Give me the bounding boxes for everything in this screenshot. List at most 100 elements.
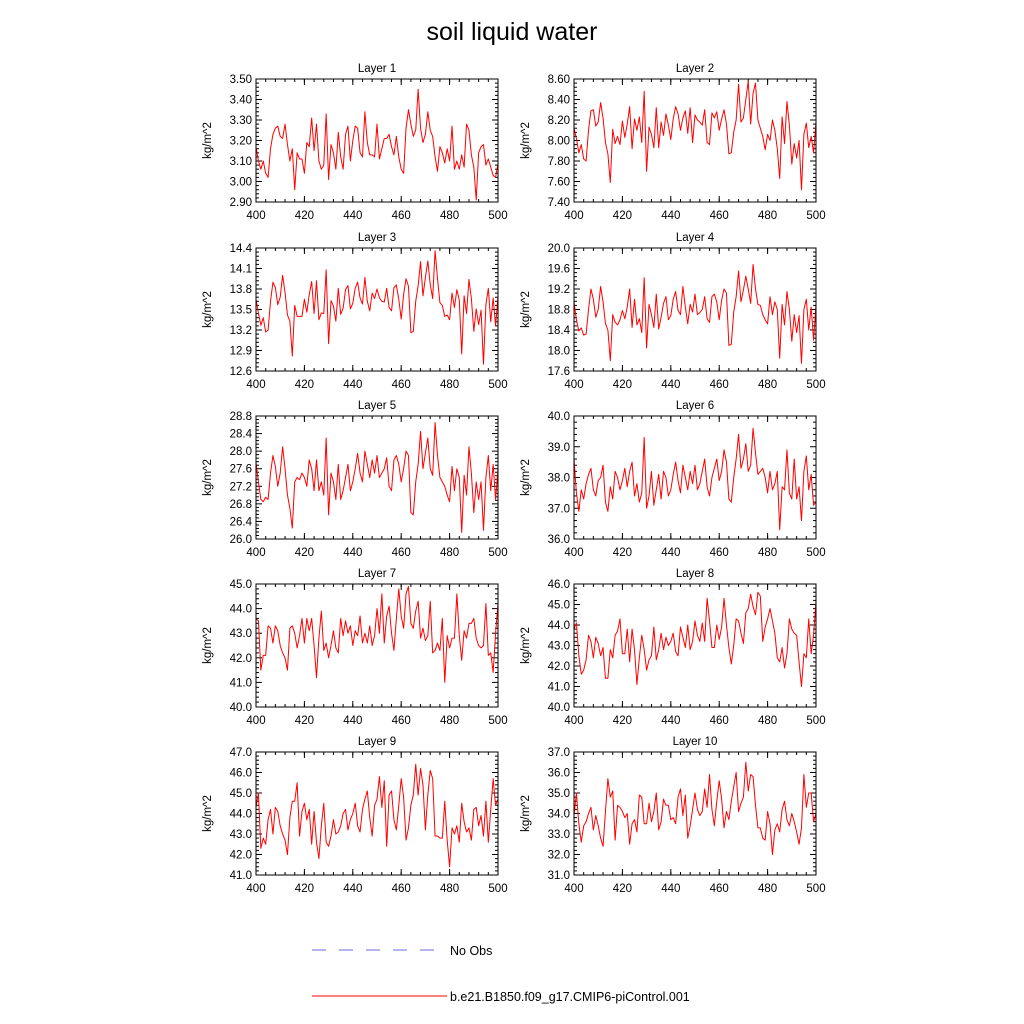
x-tick-label: 400 bbox=[564, 547, 583, 559]
y-tick-label: 7.80 bbox=[548, 156, 570, 168]
y-tick-label: 43.0 bbox=[230, 628, 252, 640]
y-tick-label: 3.10 bbox=[230, 156, 252, 168]
x-tick-label: 420 bbox=[613, 210, 632, 222]
panel-3: Layer 3 kg/m^2 400 420 440 460 480 500 12.6 12.9 1… bbox=[202, 232, 508, 391]
x-tick-label: 440 bbox=[343, 715, 362, 727]
y-tick-label: 40.0 bbox=[230, 702, 252, 714]
x-tick-label: 420 bbox=[613, 715, 632, 727]
y-tick-label: 7.40 bbox=[548, 197, 570, 209]
y-axis-label: kg/m^2 bbox=[202, 459, 214, 496]
panel-title: Layer 1 bbox=[358, 63, 396, 75]
x-tick-label: 460 bbox=[710, 379, 729, 391]
y-tick-label: 26.0 bbox=[230, 534, 252, 546]
y-tick-label: 42.0 bbox=[548, 661, 570, 673]
panels: Layer 1 kg/m^2 400 420 440 460 480 500 2.90 3.00 3… bbox=[202, 63, 826, 895]
x-tick-label: 420 bbox=[295, 210, 314, 222]
panel-10: Layer 10 kg/m^2 400 420 440 460 480 500 31.0 32.0… bbox=[520, 736, 826, 895]
y-tick-label: 19.2 bbox=[548, 284, 570, 296]
plot-frame bbox=[573, 751, 817, 876]
series-line bbox=[255, 250, 499, 365]
y-axis-label: kg/m^2 bbox=[202, 627, 214, 664]
y-axis-label: kg/m^2 bbox=[202, 291, 214, 328]
panel-2: Layer 2 kg/m^2 400 420 440 460 480 500 7.40 7.60 7… bbox=[520, 63, 826, 222]
panel-7: Layer 7 kg/m^2 400 420 440 460 480 500 40.0 41.0 4… bbox=[202, 568, 508, 727]
y-tick-label: 27.2 bbox=[230, 481, 252, 493]
y-tick-label: 42.0 bbox=[230, 653, 252, 665]
series-line bbox=[255, 88, 499, 201]
x-tick-label: 480 bbox=[440, 715, 459, 727]
x-tick-label: 480 bbox=[758, 210, 777, 222]
x-tick-label: 400 bbox=[246, 379, 265, 391]
panel-4: Layer 4 kg/m^2 400 420 440 460 480 500 17.6 18.0 1… bbox=[520, 232, 826, 391]
y-tick-label: 3.20 bbox=[230, 136, 252, 148]
y-tick-label: 36.0 bbox=[548, 768, 570, 780]
panel-1: Layer 1 kg/m^2 400 420 440 460 480 500 2.90 3.00 3… bbox=[202, 63, 508, 222]
x-tick-label: 480 bbox=[440, 210, 459, 222]
y-tick-label: 34.0 bbox=[548, 809, 570, 821]
x-tick-label: 440 bbox=[343, 547, 362, 559]
x-tick-label: 500 bbox=[488, 379, 507, 391]
plot-frame bbox=[255, 247, 499, 372]
x-tick-label: 400 bbox=[564, 210, 583, 222]
y-tick-label: 14.4 bbox=[230, 243, 253, 255]
y-tick-label: 41.0 bbox=[548, 682, 570, 694]
plot-frame bbox=[255, 415, 499, 540]
panel-title: Layer 6 bbox=[676, 400, 714, 412]
panel-6: Layer 6 kg/m^2 400 420 440 460 480 500 36.0 37.0 3… bbox=[520, 400, 826, 559]
y-tick-label: 36.0 bbox=[548, 534, 570, 546]
x-tick-label: 460 bbox=[710, 715, 729, 727]
series-line bbox=[255, 422, 499, 533]
x-tick-label: 440 bbox=[661, 210, 680, 222]
y-tick-label: 39.0 bbox=[548, 442, 570, 454]
y-tick-label: 43.0 bbox=[548, 641, 570, 653]
x-tick-label: 460 bbox=[392, 883, 411, 895]
x-tick-label: 440 bbox=[343, 210, 362, 222]
plot-frame bbox=[573, 415, 817, 540]
x-tick-label: 460 bbox=[392, 715, 411, 727]
legend-obs-label: No Obs bbox=[450, 944, 492, 958]
y-axis-label: kg/m^2 bbox=[520, 627, 532, 664]
x-tick-label: 420 bbox=[295, 379, 314, 391]
y-tick-label: 26.8 bbox=[230, 499, 252, 511]
x-tick-label: 420 bbox=[295, 547, 314, 559]
x-tick-label: 480 bbox=[440, 883, 459, 895]
panel-title: Layer 10 bbox=[673, 736, 718, 748]
y-axis-label: kg/m^2 bbox=[520, 122, 532, 159]
series-line bbox=[573, 80, 817, 191]
y-tick-label: 45.0 bbox=[230, 579, 252, 591]
y-tick-label: 37.0 bbox=[548, 503, 570, 515]
panel-title: Layer 4 bbox=[676, 232, 715, 244]
x-tick-label: 440 bbox=[661, 883, 680, 895]
panel-5: Layer 5 kg/m^2 400 420 440 460 480 500 26.0 26.4 2… bbox=[202, 400, 508, 559]
y-tick-label: 3.00 bbox=[230, 177, 252, 189]
series-line bbox=[573, 263, 817, 364]
x-tick-label: 460 bbox=[710, 547, 729, 559]
x-tick-label: 500 bbox=[806, 715, 825, 727]
panel-9: Layer 9 kg/m^2 400 420 440 460 480 500 41.0 42.0 4… bbox=[202, 736, 508, 895]
y-tick-label: 14.1 bbox=[230, 264, 252, 276]
y-tick-label: 47.0 bbox=[230, 747, 252, 759]
plot-frame bbox=[573, 583, 817, 708]
x-tick-label: 500 bbox=[806, 547, 825, 559]
panel-8: Layer 8 kg/m^2 400 420 440 460 480 500 40.0 41.0 4… bbox=[520, 568, 826, 727]
y-tick-label: 26.4 bbox=[230, 516, 253, 528]
y-axis-label: kg/m^2 bbox=[520, 291, 532, 328]
series-line bbox=[255, 763, 499, 868]
series-line bbox=[573, 591, 817, 687]
plot-frame bbox=[255, 583, 499, 708]
panel-title: Layer 9 bbox=[358, 736, 396, 748]
series-line bbox=[255, 585, 499, 683]
legend: No Obs b.e21.B1850.f09_g17.CMIP6-piContr… bbox=[312, 944, 690, 1004]
x-tick-label: 500 bbox=[488, 883, 507, 895]
y-tick-label: 37.0 bbox=[548, 747, 570, 759]
y-tick-label: 13.5 bbox=[230, 305, 252, 317]
x-tick-label: 500 bbox=[806, 379, 825, 391]
panel-title: Layer 7 bbox=[358, 568, 396, 580]
y-tick-label: 8.40 bbox=[548, 95, 570, 107]
y-tick-label: 41.0 bbox=[230, 677, 252, 689]
y-axis-label: kg/m^2 bbox=[520, 795, 532, 832]
x-tick-label: 500 bbox=[488, 715, 507, 727]
x-tick-label: 400 bbox=[246, 715, 265, 727]
panel-title: Layer 5 bbox=[358, 400, 396, 412]
y-tick-label: 8.00 bbox=[548, 136, 570, 148]
